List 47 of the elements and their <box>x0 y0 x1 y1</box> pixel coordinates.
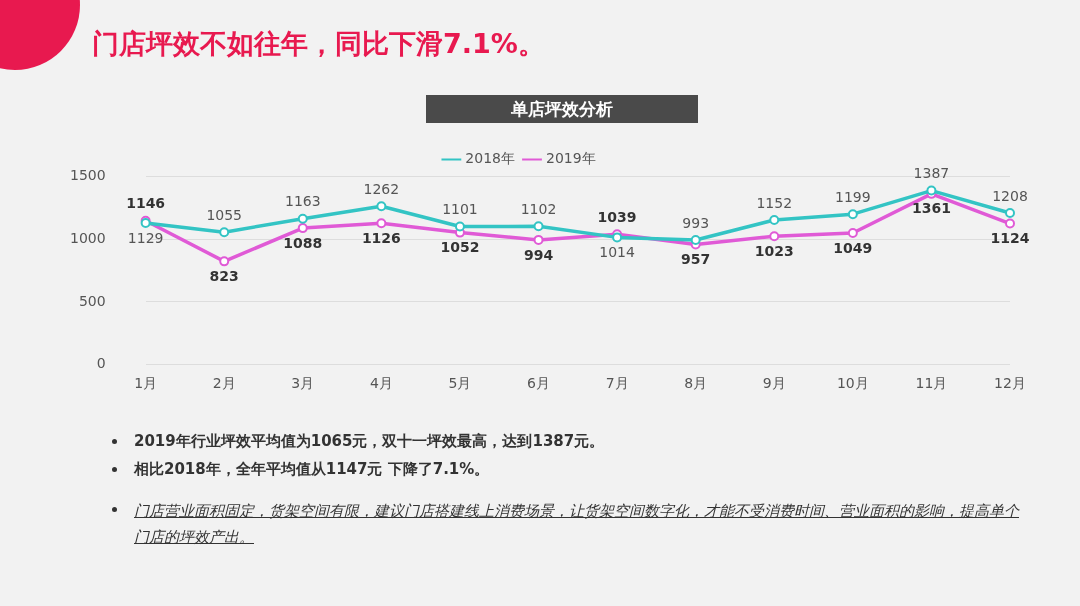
data-label: 993 <box>682 214 710 231</box>
data-label: 1102 <box>520 200 557 217</box>
y-tick-label: 1000 <box>69 229 106 246</box>
x-tick-label: 9月 <box>762 374 786 391</box>
data-label: 1387 <box>913 165 950 182</box>
legend-label: 2018年 <box>465 150 516 167</box>
x-tick-label: 5月 <box>448 374 472 391</box>
data-label: 1262 <box>363 180 400 197</box>
x-tick-label: 2月 <box>212 374 236 391</box>
data-label: 1023 <box>754 242 794 259</box>
data-label: 1101 <box>442 201 478 218</box>
data-label: 1146 <box>126 195 166 212</box>
chart-title: 门店坪效不如往年，同比下滑7.1%。 <box>92 27 545 61</box>
y-tick-label: 1500 <box>69 167 106 184</box>
data-label: 1126 <box>361 229 401 246</box>
data-label: 1055 <box>206 206 243 223</box>
x-tick-label: 6月 <box>527 374 550 391</box>
x-tick-label: 4月 <box>369 374 393 391</box>
x-tick-label: 1月 <box>134 374 158 391</box>
x-tick-label: 12月 <box>994 374 1026 391</box>
x-tick-label: 8月 <box>684 374 708 391</box>
y-tick-label: 500 <box>78 292 106 309</box>
data-label: 1014 <box>599 244 636 261</box>
data-label: 1129 <box>127 229 164 246</box>
data-label: 823 <box>209 267 239 284</box>
text: 门店营业面积固定，货架空间有限，建议门店搭建线上消费场景，让货架空间数字化，才能不受消费时间、营业面积的影响，提高单个门店的坪效产出。 <box>134 501 1021 548</box>
data-label: 994 <box>523 246 554 263</box>
data-label: 1039 <box>597 208 637 225</box>
x-tick-label: 3月 <box>291 374 315 391</box>
x-tick-label: 11月 <box>915 374 948 391</box>
x-tick-label: 7月 <box>605 374 629 391</box>
data-label: 1208 <box>992 187 1028 204</box>
text: 2019年行业坪效平均值为1065元，双十一坪效最高，达到1387元。 <box>134 431 606 452</box>
data-label: 1049 <box>833 239 873 256</box>
legend-label: 2019年 <box>546 150 596 167</box>
data-label: 1199 <box>835 188 871 205</box>
data-label: 1361 <box>911 200 951 217</box>
y-tick-label: 0 <box>96 355 106 372</box>
data-label: 1052 <box>440 239 480 256</box>
x-tick-label: 10月 <box>836 374 869 391</box>
data-label: 1163 <box>284 193 321 210</box>
text: 相比2018年，全年平均值从1147元 下降了7.1%。 <box>134 459 491 480</box>
data-label: 1124 <box>990 230 1030 247</box>
chart-subtitle: 单店坪效分析 <box>426 95 698 123</box>
data-label: 957 <box>681 251 711 268</box>
data-label: 1088 <box>283 234 323 251</box>
data-label: 1152 <box>756 194 793 211</box>
